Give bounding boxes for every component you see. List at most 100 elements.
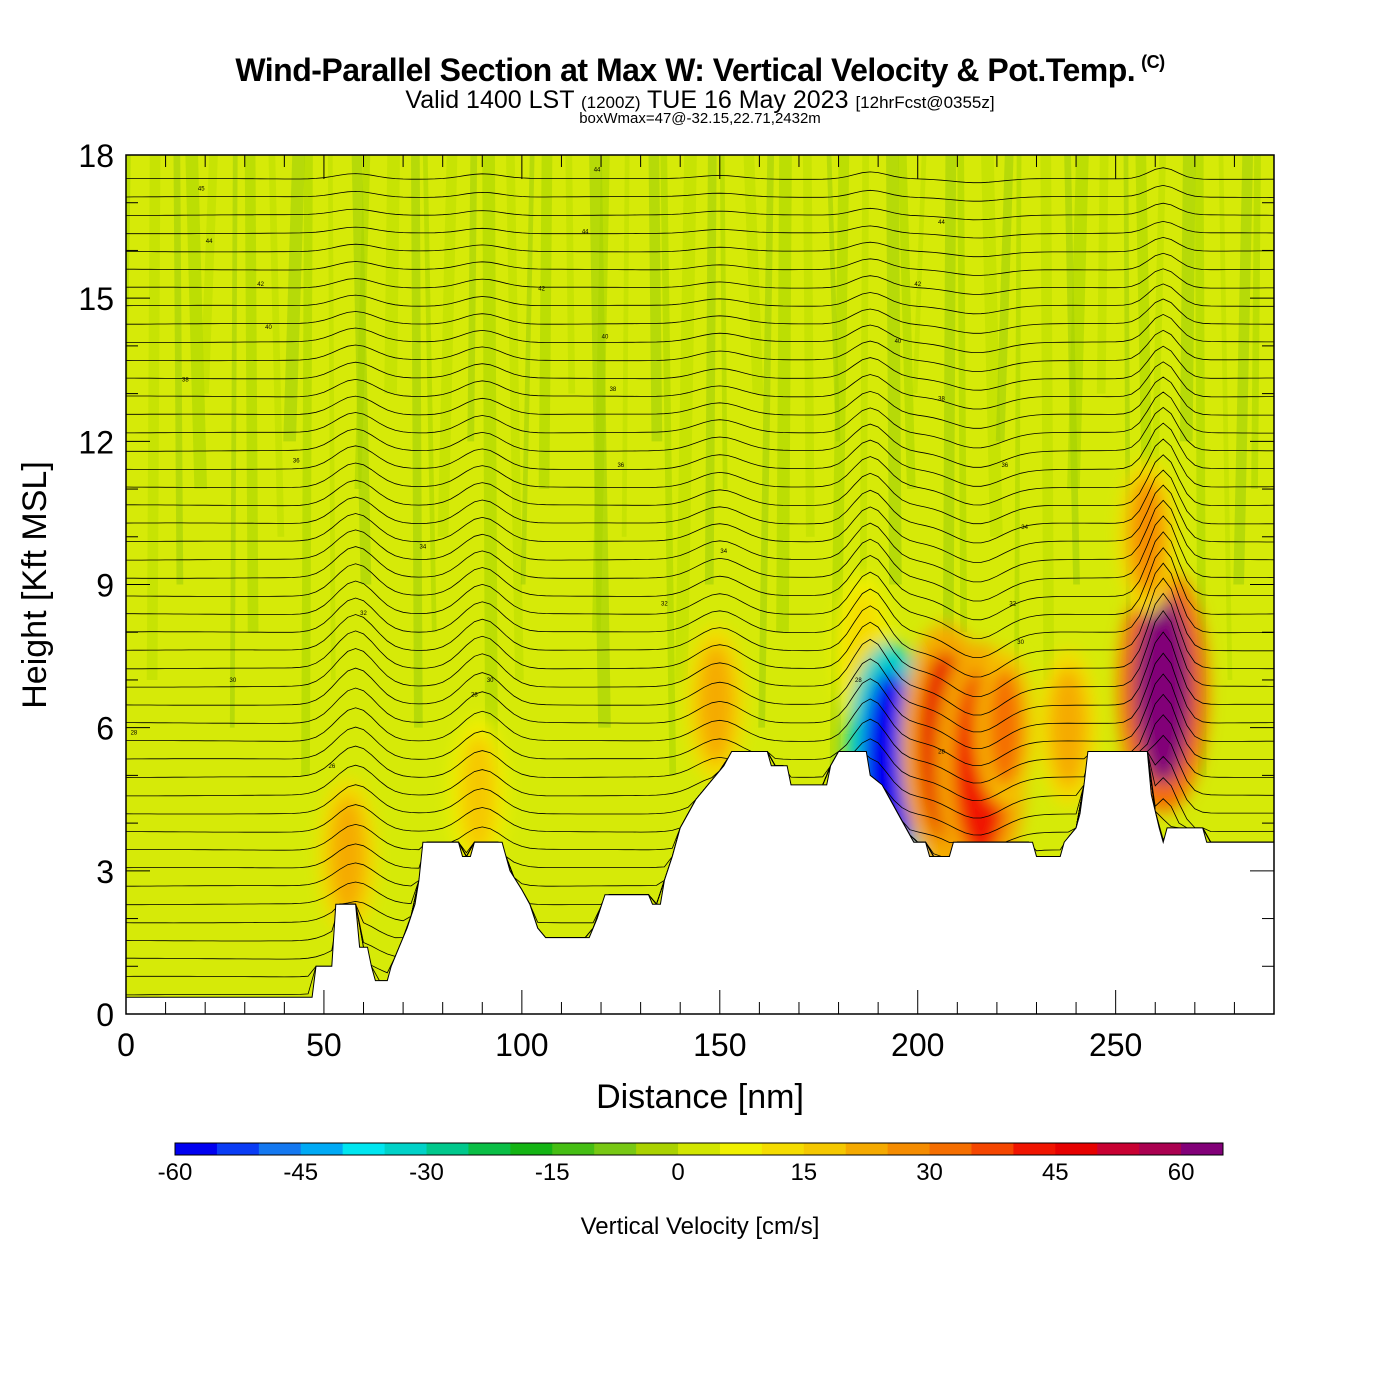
isentrope-line <box>126 592 1274 697</box>
colorbar-tick-label: -45 <box>283 1159 318 1186</box>
velocity-stripe <box>229 155 238 728</box>
velocity-stripe <box>301 155 313 776</box>
isentrope-label: 38 <box>610 387 617 393</box>
isentrope-label: 34 <box>1021 525 1028 531</box>
velocity-stripe <box>173 155 184 585</box>
x-tick-label: 250 <box>1089 1027 1142 1063</box>
box-wmax-info: boxWmax=47@-32.15,22.71,2432m <box>579 110 821 127</box>
isentrope-label: 38 <box>938 396 945 402</box>
colorbar-segment <box>1097 1143 1140 1155</box>
isentrope-label: 34 <box>420 544 427 550</box>
colorbar-tick-label: 15 <box>790 1159 817 1186</box>
isentrope-line <box>126 714 1274 802</box>
chart-subtitle: Valid 1400 LST (1200Z) TUE 16 May 2023 [… <box>0 86 1400 115</box>
colorbar-title: Vertical Velocity [cm/s] <box>581 1213 820 1240</box>
colorbar-segment <box>175 1143 218 1155</box>
isentrope-line <box>126 391 1274 449</box>
forecast-info: [12hrFcst@0355z] <box>855 93 995 112</box>
isentrope-label: 36 <box>293 458 300 464</box>
velocity-stripe <box>912 155 927 394</box>
velocity-stripe <box>859 155 870 680</box>
colorbar-segment <box>468 1143 511 1155</box>
velocity-feature-core <box>697 643 734 764</box>
colorbar-segment <box>887 1143 931 1155</box>
velocity-stripe <box>1013 155 1022 776</box>
velocity-stripe <box>538 155 553 490</box>
velocity-stripe <box>244 155 259 633</box>
velocity-stripe <box>520 155 535 585</box>
velocity-stripe <box>675 155 697 680</box>
velocity-feature-core <box>460 734 497 855</box>
isentrope-label: 30 <box>487 678 494 684</box>
isentrope-line <box>126 673 1274 766</box>
isentrope-label: 40 <box>895 339 902 345</box>
colorbar-ticks: -60 -45 -30 -15 0 15 30 45 60 <box>158 1159 1195 1186</box>
colorbar-segment <box>845 1143 889 1155</box>
velocity-stripe <box>886 155 902 585</box>
isentrope-line <box>126 202 1274 221</box>
velocity-feature-core <box>1129 476 1166 597</box>
isentrope-label: 42 <box>257 282 264 288</box>
colorbar-tick-label: 60 <box>1168 1159 1195 1186</box>
isentrope-label: 32 <box>360 611 367 617</box>
colorbar-segment <box>678 1143 721 1155</box>
plot-area: 45 44 44 44 44 42 42 42 40 40 40 38 38 38 36 36 36 34 34 34… <box>126 155 1274 1014</box>
colorbar-frame <box>174 1142 1224 1156</box>
isentrope-label: 36 <box>1001 463 1008 469</box>
isentrope-line <box>126 734 1274 819</box>
y-tick-label: 12 <box>78 424 114 460</box>
velocity-stripe <box>758 155 775 728</box>
velocity-stripe <box>1233 155 1254 585</box>
velocity-stripe <box>829 155 850 776</box>
colorbar-segment <box>258 1143 302 1155</box>
isentrope-line <box>126 220 1274 239</box>
valid-time-utc: (1200Z) <box>580 93 641 112</box>
velocity-stripe <box>776 155 792 633</box>
colorbar-segment <box>719 1143 763 1155</box>
isentrope-line <box>126 252 1274 276</box>
colorbar-segment <box>552 1143 595 1155</box>
x-tick-label: 50 <box>306 1027 342 1063</box>
colorbar-segment <box>426 1143 469 1155</box>
y-tick-label: 15 <box>78 281 114 317</box>
isentrope-label: 28 <box>471 692 478 698</box>
isentrope-line <box>126 167 1274 184</box>
isentrope-line <box>126 268 1274 295</box>
velocity-stripe <box>506 155 524 680</box>
chart-title-text: Wind-Parallel Section at Max W: Vertical… <box>235 52 1136 88</box>
velocity-stripe <box>660 155 677 776</box>
velocity-stripe <box>719 155 728 490</box>
colorbar-segment <box>636 1143 679 1155</box>
x-tick-label: 150 <box>693 1027 746 1063</box>
colorbar-tick-label: 30 <box>916 1159 943 1186</box>
isentrope-line <box>126 499 1274 583</box>
colorbar-tick-label: 45 <box>1042 1159 1069 1186</box>
x-axis: 0 50 100 150 200 250 <box>117 155 1275 1063</box>
isentrope-line <box>126 361 1274 410</box>
velocity-stripe <box>126 155 131 483</box>
velocity-stripe <box>1251 155 1261 490</box>
isentrope-line <box>126 298 1274 334</box>
terrain-mask <box>126 751 1274 1014</box>
colorbar <box>174 1142 1224 1156</box>
velocity-stripe <box>648 155 663 442</box>
isentrope-line <box>126 438 1274 506</box>
velocity-stripe <box>268 155 285 537</box>
x-tick-label: 200 <box>891 1027 944 1063</box>
isentrope-line <box>126 406 1274 468</box>
velocity-feature-core <box>329 796 366 917</box>
y-tick-label: 18 <box>78 138 114 174</box>
isentrope-label: 45 <box>198 186 205 192</box>
isentrope-line <box>126 376 1274 429</box>
isentrope-line <box>126 652 1274 749</box>
colorbar-segment <box>594 1143 637 1155</box>
y-tick-label: 0 <box>96 997 114 1033</box>
velocity-stripe <box>411 155 423 728</box>
isentrope-label: 44 <box>594 167 601 173</box>
isentrope-label: 44 <box>582 229 589 235</box>
colorbar-segment <box>1013 1143 1056 1155</box>
x-axis-title: Distance [nm] <box>596 1078 804 1116</box>
isentrope-line <box>126 454 1274 525</box>
velocity-stripe <box>995 155 1014 442</box>
colorbar-segment <box>342 1143 386 1155</box>
